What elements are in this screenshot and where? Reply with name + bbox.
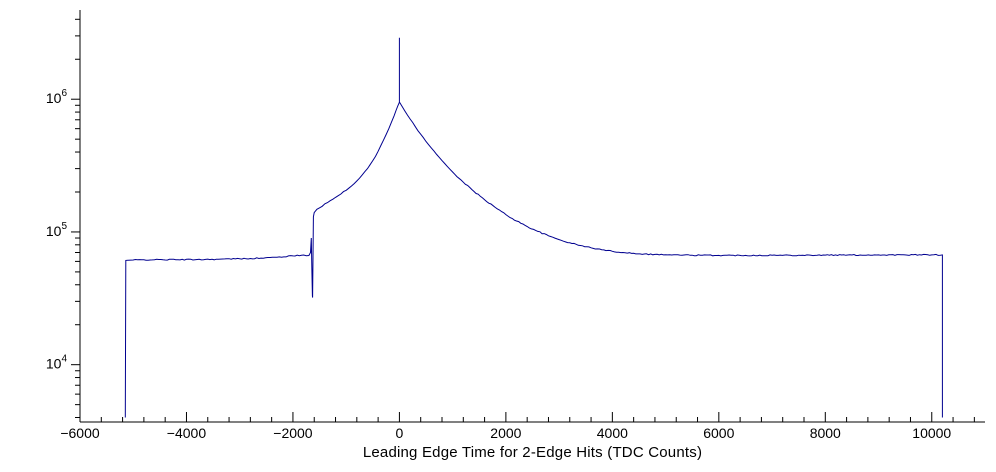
x-tick-label: 4000 <box>597 425 628 441</box>
x-tick-label: 2000 <box>490 425 521 441</box>
x-tick-label: 10000 <box>912 425 951 441</box>
x-tick-label: 8000 <box>810 425 841 441</box>
x-axis-title: Leading Edge Time for 2-Edge Hits (TDC C… <box>362 444 703 461</box>
y-tick-label: 104 <box>46 354 68 372</box>
x-tick-label: −2000 <box>273 425 313 441</box>
leading-edge-time-histogram <box>124 37 943 418</box>
x-tick-label: −6000 <box>60 425 100 441</box>
x-tick-label: 0 <box>396 425 404 441</box>
x-tick-label: 6000 <box>703 425 734 441</box>
y-tick-label: 106 <box>46 88 68 106</box>
x-tick-label: −4000 <box>167 425 207 441</box>
y-tick-label: 105 <box>46 221 68 239</box>
